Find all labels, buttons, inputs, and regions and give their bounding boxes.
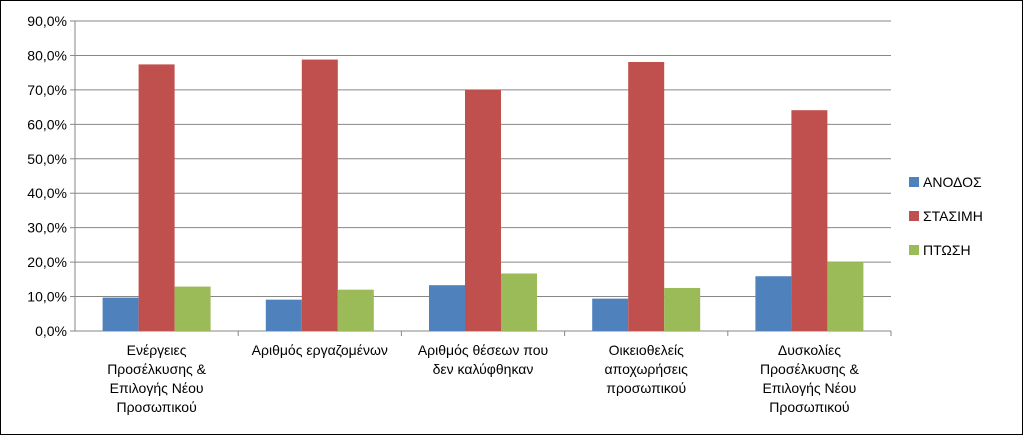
- x-category-label: Οικειοθελείς αποχωρήσεις προσωπικού: [605, 342, 689, 396]
- y-tick-label: 90,0%: [27, 13, 67, 29]
- bar-ΠΤΩΣΗ: [827, 262, 864, 331]
- legend-swatch: [909, 245, 919, 255]
- bar-ΣΤΑΣΙΜΗ: [138, 64, 175, 332]
- bar-ΠΤΩΣΗ: [337, 289, 374, 331]
- bar-ΑΝΟΔΟΣ: [592, 298, 629, 331]
- x-category-label: Δυσκολίες Προσέλκυσης & Επιλογής Νέου Προσω…: [760, 342, 859, 415]
- bar-ΑΝΟΔΟΣ: [429, 285, 465, 331]
- bar-ΣΤΑΣΙΜΗ: [301, 59, 338, 331]
- y-tick-label: 40,0%: [27, 185, 67, 201]
- legend-label: ΑΝΟΔΟΣ: [923, 174, 982, 190]
- y-tick-label: 70,0%: [27, 82, 67, 98]
- bar-ΠΤΩΣΗ: [664, 287, 701, 331]
- x-category-label: Ενέργειες Προσέλκυσης & Επιλογής Νέου Προσω…: [107, 342, 206, 415]
- bar-ΣΤΑΣΙΜΗ: [465, 89, 501, 331]
- legend-label: ΣΤΑΣΙΜΗ: [923, 208, 983, 224]
- bar-ΠΤΩΣΗ: [174, 286, 211, 331]
- y-tick-label: 20,0%: [27, 254, 67, 270]
- bar-ΠΤΩΣΗ: [501, 273, 537, 331]
- legend-label: ΠΤΩΣΗ: [923, 242, 971, 258]
- legend-swatch: [909, 177, 919, 187]
- bar-ΣΤΑΣΙΜΗ: [628, 61, 665, 331]
- y-tick-label: 30,0%: [27, 220, 67, 236]
- x-category-label: Αριθμός θέσεων που δεν καλύφθηκαν: [418, 342, 548, 377]
- y-tick-label: 80,0%: [27, 47, 67, 63]
- bar-ΑΝΟΔΟΣ: [102, 297, 139, 331]
- y-tick-label: 60,0%: [27, 116, 67, 132]
- bar-ΣΤΑΣΙΜΗ: [791, 110, 828, 331]
- y-tick-label: 0,0%: [35, 323, 67, 339]
- x-category-label: Αριθμός εργαζομένων: [252, 342, 388, 358]
- y-tick-label: 50,0%: [27, 151, 67, 167]
- bar-ΑΝΟΔΟΣ: [755, 276, 792, 331]
- bar-ΑΝΟΔΟΣ: [265, 299, 302, 331]
- y-tick-label: 10,0%: [27, 289, 67, 305]
- legend-swatch: [909, 211, 919, 221]
